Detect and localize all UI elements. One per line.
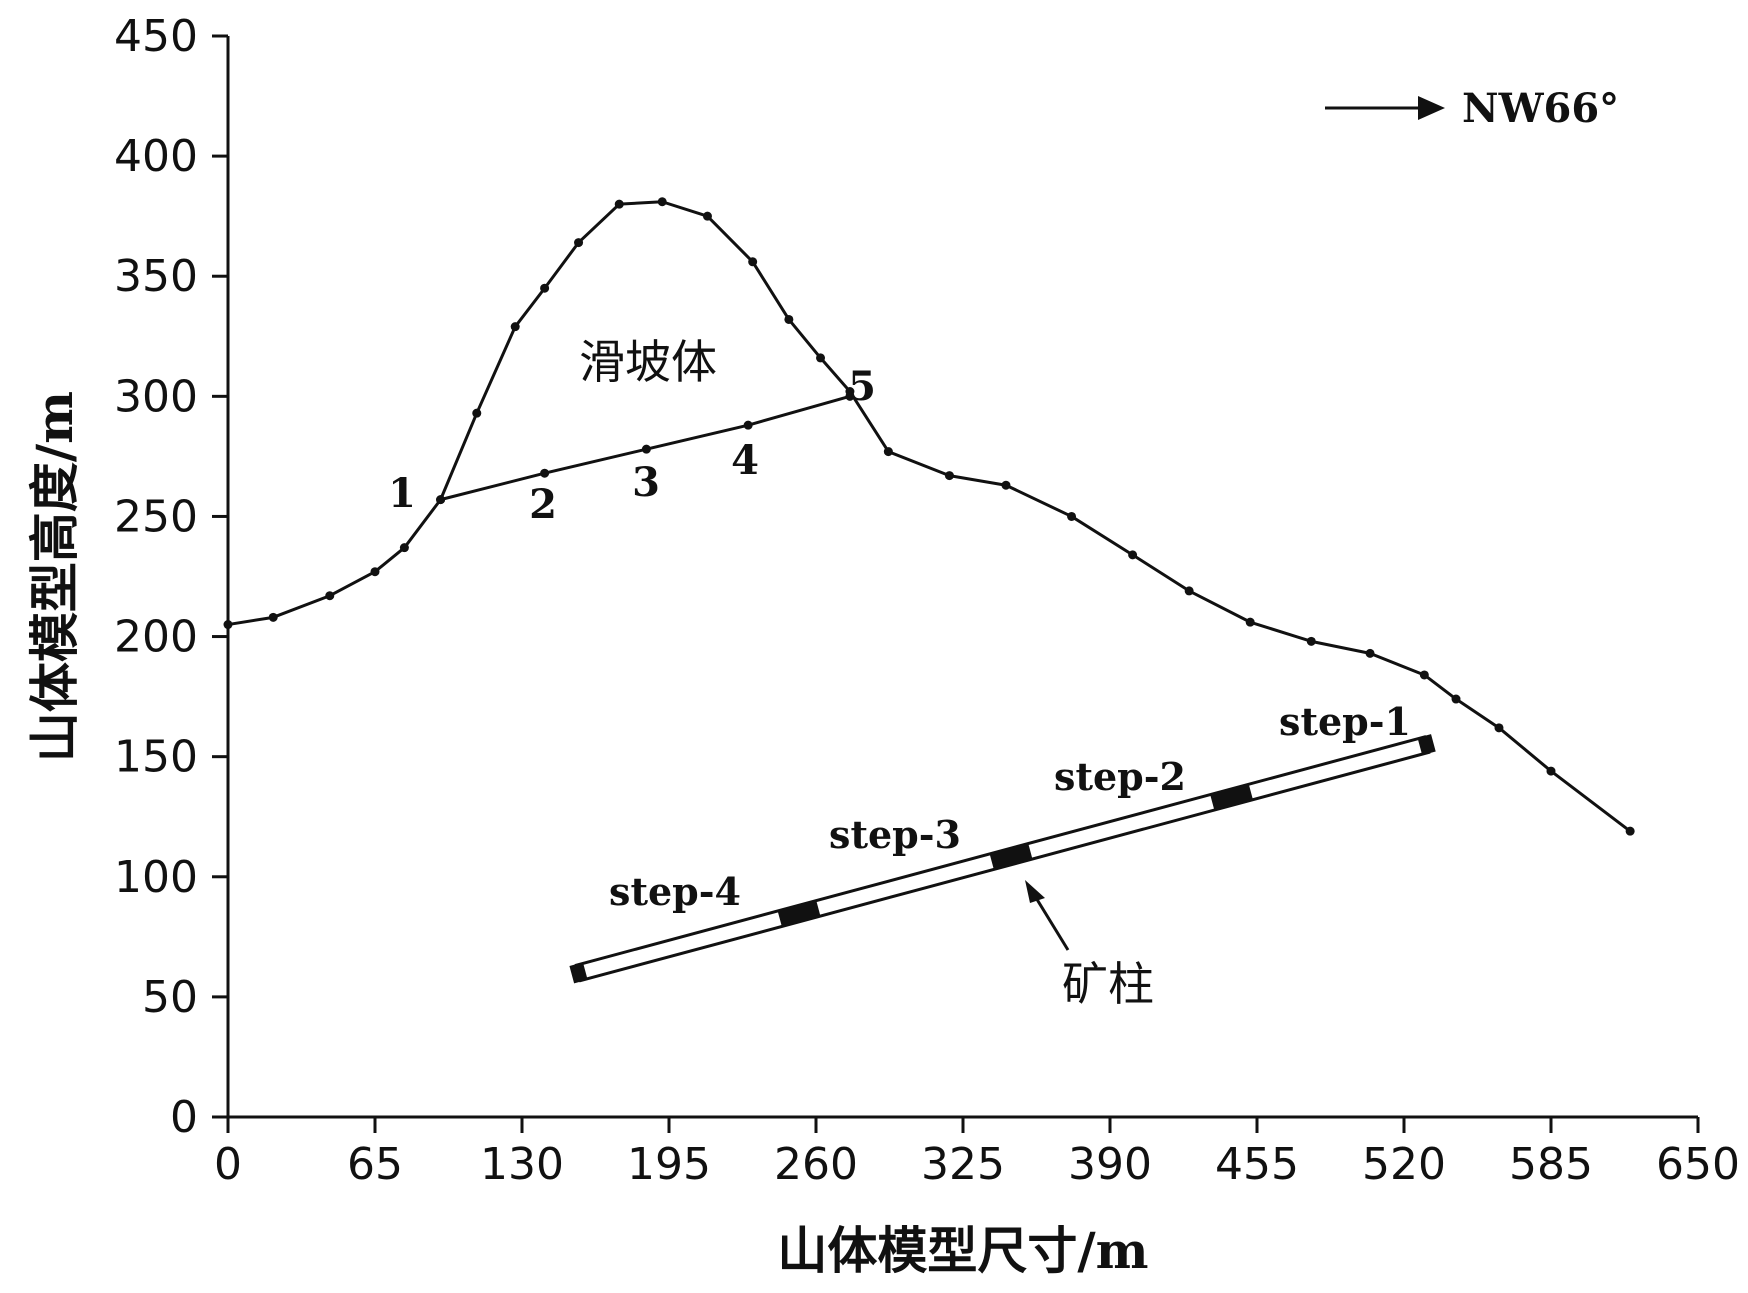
ore-pillar (569, 734, 1436, 984)
terrain-point (1625, 826, 1635, 836)
terrain-point (1128, 550, 1138, 560)
terrain-point (1306, 636, 1316, 646)
slip-point-label: 5 (848, 363, 876, 410)
pillar-joint (1209, 783, 1254, 812)
terrain-point (702, 211, 712, 221)
terrain-point (1546, 766, 1556, 776)
terrain-point (399, 543, 409, 553)
pillar-joint (569, 962, 588, 984)
x-tick-label: 325 (921, 1139, 1005, 1190)
x-tick-label: 130 (480, 1139, 564, 1190)
slip-surface-point (540, 468, 550, 478)
terrain-point (1245, 617, 1255, 627)
terrain-point (748, 257, 758, 267)
terrain-point (614, 199, 624, 209)
slip-surface-point (743, 420, 753, 430)
direction-label: NW66° (1462, 85, 1619, 132)
slip-point-label: 4 (731, 437, 759, 484)
x-tick-label: 520 (1362, 1139, 1446, 1190)
pillar-label: 矿柱 (1062, 957, 1154, 1011)
terrain-point (574, 238, 584, 248)
terrain-point (472, 408, 482, 418)
pillar-pointer-arrowhead (1025, 880, 1045, 903)
direction-arrowhead (1418, 96, 1445, 120)
step-label: step-2 (1054, 754, 1186, 799)
x-tick-label: 585 (1509, 1139, 1593, 1190)
terrain-point (1067, 511, 1077, 521)
terrain-point (784, 314, 794, 324)
terrain-point (370, 567, 380, 577)
terrain-point (816, 353, 826, 363)
slip-surface-point (436, 495, 446, 505)
terrain-point (1494, 723, 1504, 733)
terrain-point (1419, 670, 1429, 680)
x-tick-label: 455 (1215, 1139, 1299, 1190)
x-tick-label: 260 (774, 1139, 858, 1190)
terrain-point (510, 322, 520, 332)
pillar-joint (1417, 734, 1436, 756)
terrain-point (657, 197, 667, 207)
terrain-point (883, 447, 893, 457)
terrain-point (223, 620, 233, 630)
terrain-point (268, 612, 278, 622)
pillar-joint (989, 842, 1033, 871)
axes: 0 65 130 195 260 325 390 455 520 585 6500501001502… (25, 11, 1740, 1280)
slip-point-label: 2 (529, 481, 557, 528)
y-tick-label: 400 (114, 131, 198, 182)
pillar-joint (777, 899, 821, 928)
terrain-point (944, 471, 954, 481)
landslide-label: 滑坡体 (579, 335, 717, 389)
step-label: step-4 (609, 869, 741, 914)
slip-point-label: 3 (632, 459, 660, 506)
y-tick-label: 100 (114, 852, 198, 903)
x-axis-title: 山体模型尺寸/m (777, 1221, 1148, 1280)
y-tick-label: 150 (114, 732, 198, 783)
terrain-point (540, 283, 550, 293)
slip-point-label: 1 (388, 470, 416, 517)
x-tick-label: 195 (627, 1139, 711, 1190)
y-tick-label: 300 (114, 371, 198, 422)
terrain-point (1365, 648, 1375, 658)
terrain-point (1451, 694, 1461, 704)
x-tick-label: 650 (1656, 1139, 1740, 1190)
y-tick-label: 450 (114, 11, 198, 62)
annotation-group: 1 2 3 4 5 滑坡体 step-1 step-2 step-3 step-4 矿柱 NW66° (388, 85, 1619, 1011)
x-tick-label: 65 (347, 1139, 403, 1190)
y-tick-label: 200 (114, 612, 198, 663)
step-label: step-1 (1279, 699, 1411, 744)
terrain-point (1184, 586, 1194, 596)
slip-surface-point (845, 391, 855, 401)
y-tick-label: 350 (114, 251, 198, 302)
step-label: step-3 (829, 812, 961, 857)
y-axis-title: 山体模型高度/m (25, 391, 84, 762)
x-tick-label: 0 (214, 1139, 242, 1190)
y-tick-label: 0 (170, 1092, 198, 1143)
series-group (223, 197, 1635, 836)
terrain-point (1001, 480, 1011, 490)
terrain-point (325, 591, 335, 601)
slip-surface-point (641, 444, 651, 454)
y-tick-label: 50 (142, 972, 198, 1023)
y-tick-label: 250 (114, 491, 198, 542)
x-tick-label: 390 (1068, 1139, 1152, 1190)
